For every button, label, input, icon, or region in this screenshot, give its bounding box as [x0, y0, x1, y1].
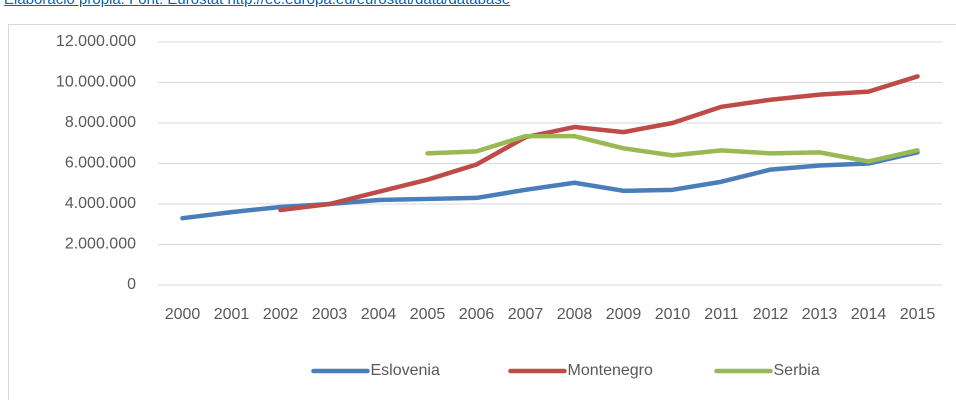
- x-tick-label: 2001: [214, 306, 250, 323]
- x-tick-label: 2006: [459, 306, 495, 323]
- y-tick-label: 12.000.000: [56, 33, 136, 50]
- x-tick-label: 2014: [851, 306, 887, 323]
- legend-label: Eslovenia: [371, 362, 440, 379]
- legend-label: Montenegro: [568, 362, 653, 379]
- source-link[interactable]: Elaboració pròpia. Font: Eurostat http:/…: [4, 0, 510, 8]
- x-tick-label: 2010: [655, 306, 691, 323]
- x-tick-label: 2007: [508, 306, 544, 323]
- y-tick-label: 10.000.000: [56, 74, 136, 91]
- y-tick-label: 8.000.000: [65, 114, 136, 131]
- x-tick-label: 2004: [361, 306, 397, 323]
- x-tick-label: 2012: [753, 306, 789, 323]
- y-tick-label: 6.000.000: [65, 155, 136, 172]
- x-tick-label: 2015: [900, 306, 936, 323]
- x-tick-label: 2011: [704, 306, 739, 323]
- x-tick-label: 2002: [263, 306, 299, 323]
- x-tick-label: 2008: [557, 306, 593, 323]
- chart-border: [8, 24, 956, 400]
- series-line: [278, 74, 920, 213]
- legend-label: Serbia: [774, 362, 820, 379]
- series-line: [425, 133, 920, 164]
- x-tick-label: 2003: [312, 306, 348, 323]
- y-tick-label: 2.000.000: [65, 236, 136, 253]
- x-tick-label: 2000: [165, 306, 201, 323]
- x-tick-label: 2013: [802, 306, 838, 323]
- y-tick-label: 0: [127, 276, 136, 293]
- x-tick-label: 2005: [410, 306, 446, 323]
- x-tick-label: 2009: [606, 306, 642, 323]
- y-tick-label: 4.000.000: [65, 195, 136, 212]
